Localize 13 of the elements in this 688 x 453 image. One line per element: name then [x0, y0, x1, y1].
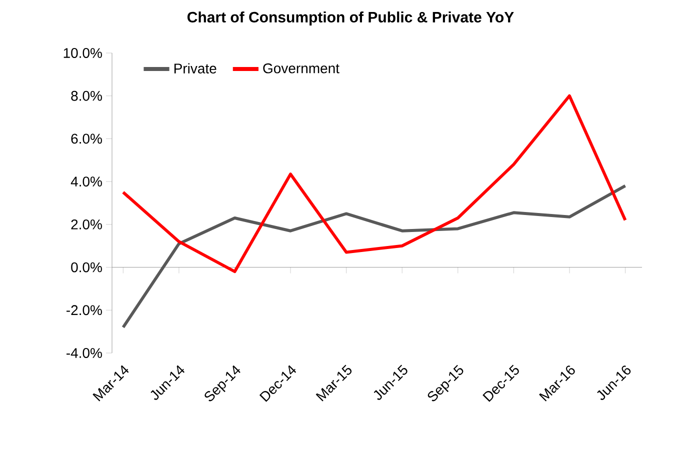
legend-label: Government [263, 63, 340, 74]
y-tick-label: 4.0% [70, 176, 102, 187]
chart-title: Chart of Consumption of Public & Private YoY [187, 11, 514, 26]
y-tick-label: 10.0% [64, 48, 102, 58]
line-series [122, 184, 627, 329]
y-tick-label: 8.0% [71, 90, 102, 101]
legend-label: Private [174, 63, 216, 74]
y-tick-label: -2.0% [66, 305, 102, 316]
y-tick-label: 0.0% [71, 262, 102, 272]
y-tick-label: -4.0% [66, 348, 102, 358]
y-tick-label: 6.0% [71, 134, 102, 144]
line-series [122, 94, 627, 274]
y-tick-label: 2.0% [71, 219, 102, 230]
